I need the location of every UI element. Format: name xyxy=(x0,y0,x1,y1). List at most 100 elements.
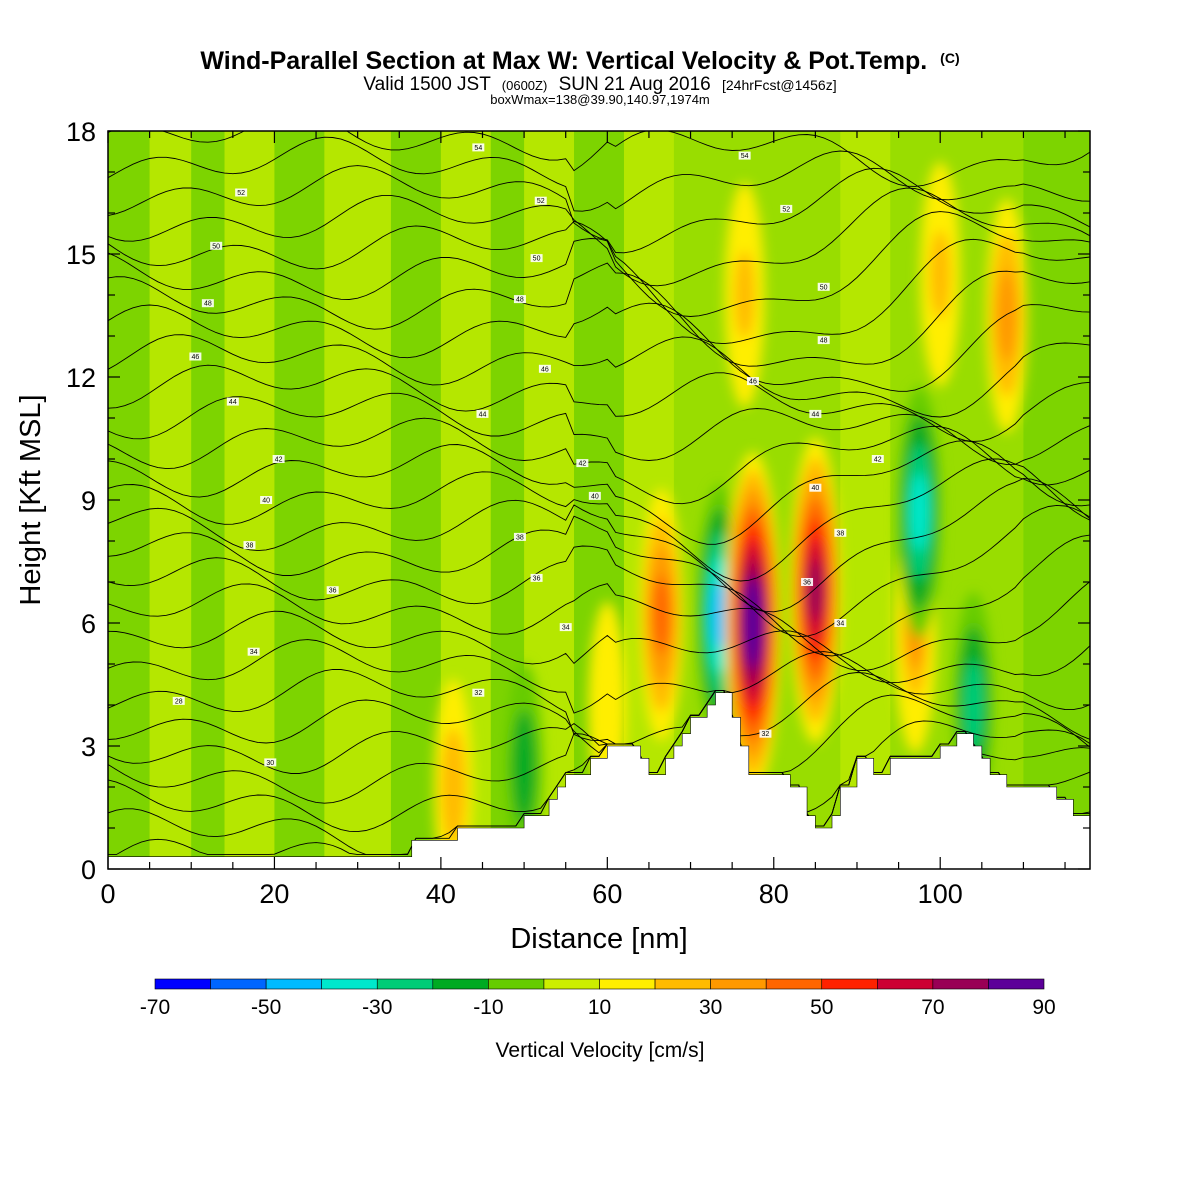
theta-contour xyxy=(108,238,1090,345)
w-cell xyxy=(652,575,671,654)
contour-label: 36 xyxy=(533,575,541,582)
x-tick-label: 80 xyxy=(759,879,789,909)
chart-title-group: Wind-Parallel Section at Max W: Vertical… xyxy=(200,47,959,107)
colorbar-swatch xyxy=(376,978,434,990)
contour-label-bg xyxy=(534,196,547,205)
w-cell xyxy=(930,230,951,319)
w-cell xyxy=(711,580,729,649)
contour-label-bg xyxy=(513,532,526,541)
x-tick-label: 40 xyxy=(426,879,456,909)
colorbar-tick-label: -70 xyxy=(140,996,170,1019)
colorbar-tick-label: -10 xyxy=(473,996,503,1019)
x-tick-label: 60 xyxy=(592,879,622,909)
contour-label-bg xyxy=(738,151,751,160)
chart-title: Wind-Parallel Section at Max W: Vertical… xyxy=(200,47,959,75)
contour-label: 44 xyxy=(229,399,237,406)
contour-label-bg xyxy=(226,397,239,406)
contour-label-bg xyxy=(817,336,830,345)
contour-label-bg xyxy=(809,483,822,492)
contour-label: 50 xyxy=(533,256,541,263)
w-cell xyxy=(734,250,755,340)
plot-area: 28 30 34 36 38 40 42 44 46 48 50 52 54 52 50 48 46 44 42 40… xyxy=(108,131,1090,869)
contour-label-bg xyxy=(210,241,223,250)
w-band xyxy=(840,131,891,869)
contour-label-bg xyxy=(172,696,185,705)
contour-label: 38 xyxy=(516,534,524,541)
contour-label-bg xyxy=(189,352,202,361)
y-tick-label: 3 xyxy=(81,732,96,762)
contour-label: 40 xyxy=(262,498,270,505)
theta-contour xyxy=(108,364,1090,442)
colorbar-swatch xyxy=(321,978,378,990)
contour-label: 52 xyxy=(782,206,790,213)
contour-label: 46 xyxy=(541,366,549,373)
theta-contour xyxy=(108,668,1090,745)
contour-label-bg xyxy=(871,455,884,463)
theta-contour xyxy=(108,417,1090,505)
colorbar-swatch xyxy=(210,978,267,990)
contour-label: 46 xyxy=(191,354,199,361)
colorbar-tick-label: -50 xyxy=(251,996,281,1019)
contour-label-bg xyxy=(834,528,847,537)
theta-contour xyxy=(108,211,1090,317)
colorbar-swatch xyxy=(543,978,600,990)
x-tick-label: 0 xyxy=(100,879,115,909)
contour-label-bg xyxy=(476,409,489,418)
contour-label-bg xyxy=(272,455,285,463)
contour-label-bg xyxy=(260,496,273,504)
terrain xyxy=(108,692,1090,869)
contour-label-bg xyxy=(834,619,847,627)
contour-label: 54 xyxy=(474,145,482,152)
contour-label-bg xyxy=(588,491,601,500)
w-band xyxy=(149,131,192,869)
theta-contours xyxy=(108,131,1090,856)
contour-label-bg xyxy=(472,688,485,697)
w-cell xyxy=(595,648,620,762)
theta-contour xyxy=(108,136,1090,212)
x-tick-labels: 0 20 40 60 80 100 xyxy=(100,879,962,909)
subtitle-main: Valid 1500 JST xyxy=(363,74,491,95)
contour-label-bg xyxy=(530,573,543,582)
w-band xyxy=(390,131,441,869)
contour-label: 40 xyxy=(811,485,819,492)
contour-label: 34 xyxy=(836,621,844,628)
contour-label-bg xyxy=(538,364,551,373)
contour-label-bg xyxy=(559,623,572,632)
contour-label-bg xyxy=(746,377,759,386)
w-cell xyxy=(807,559,824,621)
contour-label: 50 xyxy=(212,243,220,250)
colorbar-tick-label: 10 xyxy=(588,996,611,1019)
chart-title-units: (C) xyxy=(940,50,959,66)
w-cell xyxy=(512,709,537,824)
colorbar-swatch xyxy=(265,978,322,990)
colorbar-swatch xyxy=(710,978,767,990)
colorbar-swatch xyxy=(988,978,1045,990)
contour-label: 30 xyxy=(266,760,274,767)
w-cell xyxy=(996,269,1017,362)
theta-contour xyxy=(108,690,1090,813)
contour-label-bg xyxy=(817,282,830,291)
colorbar-swatch xyxy=(821,978,878,990)
colorbar-tick-label: 90 xyxy=(1032,996,1055,1019)
y-tick-labels: 0 3 6 9 12 15 18 xyxy=(66,117,96,885)
subtitle-date: SUN 21 Aug 2016 xyxy=(559,74,711,95)
w-cell xyxy=(910,473,929,552)
contour-label: 32 xyxy=(762,731,770,738)
contour-label: 52 xyxy=(537,198,545,205)
axis-ticks xyxy=(107,130,1090,870)
w-band xyxy=(191,131,225,869)
contour-label-bg xyxy=(530,254,543,263)
contour-label-bg xyxy=(801,578,814,586)
contour-label-bg xyxy=(243,541,256,550)
contour-label: 34 xyxy=(250,649,258,656)
theta-contour xyxy=(108,690,1090,774)
w-band xyxy=(274,131,325,869)
contour-label-bg xyxy=(472,143,485,152)
colorbar-swatch xyxy=(154,978,211,990)
contour-label-bg xyxy=(247,647,260,656)
contour-label: 48 xyxy=(820,338,828,345)
y-tick-label: 15 xyxy=(66,240,96,270)
theta-contour xyxy=(108,639,1090,714)
x-axis-label: Distance [nm] xyxy=(510,923,687,955)
